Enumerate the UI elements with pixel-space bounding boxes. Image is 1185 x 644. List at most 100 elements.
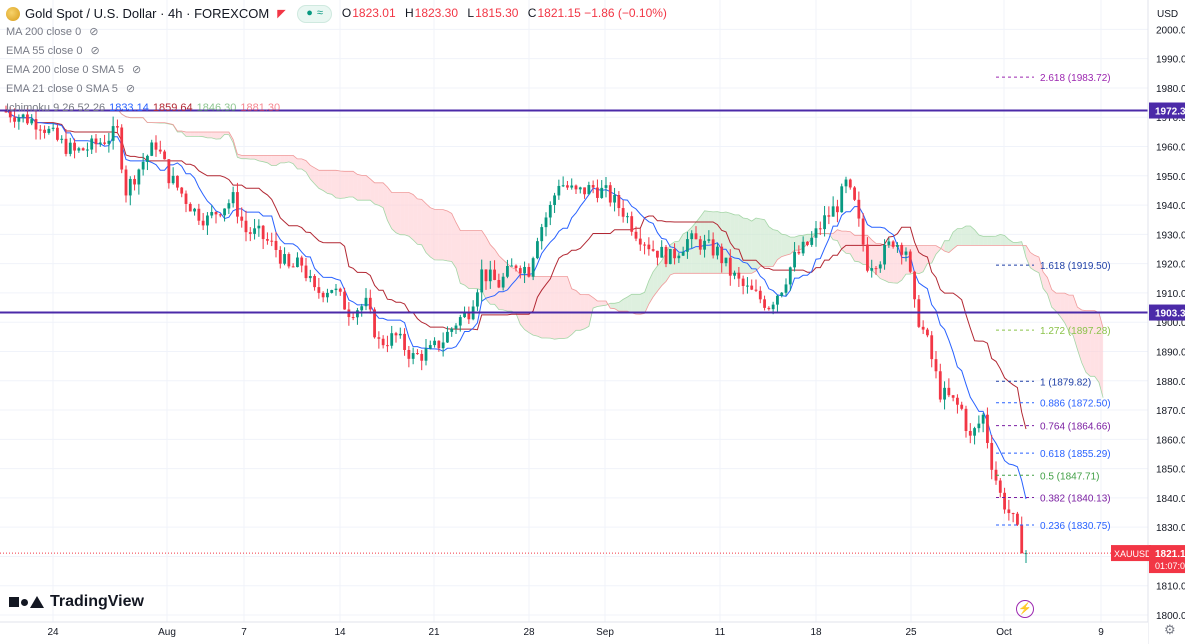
candle-body bbox=[806, 241, 809, 245]
cloud-segment bbox=[391, 192, 396, 233]
cloud-segment bbox=[640, 292, 645, 315]
hidden-eye-icon[interactable]: ⊘ bbox=[90, 45, 100, 57]
indicator-ma200[interactable]: MA 200 close 0 ⊘ bbox=[6, 23, 673, 42]
cloud-segment bbox=[833, 229, 838, 241]
candle-body bbox=[454, 325, 458, 329]
indicator-ema200[interactable]: EMA 200 close 0 SMA 5 ⊘ bbox=[6, 61, 673, 80]
candle-body bbox=[698, 239, 702, 250]
candle-body bbox=[853, 187, 856, 200]
candle-body bbox=[150, 142, 154, 156]
cloud-segment bbox=[293, 155, 298, 169]
cloud-segment bbox=[276, 155, 281, 166]
market-status-pill[interactable]: ● ≈ bbox=[297, 4, 332, 23]
cloud-segment bbox=[717, 211, 722, 274]
cloud-segment bbox=[914, 245, 919, 274]
market-open-dot-icon: ● bbox=[306, 7, 313, 19]
candle-body bbox=[527, 266, 531, 277]
flag-icon[interactable]: ◤ bbox=[277, 7, 286, 20]
symbol-tag-label: XAUUSD bbox=[1114, 549, 1152, 559]
candle-body bbox=[68, 142, 72, 154]
candle-body bbox=[386, 345, 389, 347]
symbol-title[interactable]: Gold Spot / U.S. Dollar · 4h · FOREXCOM bbox=[25, 6, 270, 21]
candle-body bbox=[518, 268, 522, 274]
candle-body bbox=[921, 326, 925, 330]
price-tick-label: 1890.0 bbox=[1156, 347, 1185, 358]
cloud-segment bbox=[387, 187, 392, 229]
candle-body bbox=[548, 204, 552, 218]
time-axis[interactable]: 24 Aug 7 14 21 28 Sep 11 18 25 Oct 9 bbox=[0, 621, 1148, 644]
candle-body bbox=[214, 212, 218, 215]
lightning-icon[interactable]: ⚡ bbox=[1016, 600, 1034, 618]
price-axis[interactable]: USD 2000.0 1990.0 1980.0 1970.0 1960.0 1950.0 1… bbox=[1111, 0, 1185, 644]
cloud-segment bbox=[871, 239, 876, 274]
candle-body bbox=[651, 249, 655, 251]
candle-body bbox=[210, 212, 214, 216]
hidden-eye-icon[interactable]: ⊘ bbox=[132, 64, 142, 76]
cloud-segment bbox=[451, 213, 456, 269]
candle-body bbox=[673, 249, 676, 259]
candle-body bbox=[321, 292, 325, 298]
cloud-segment bbox=[198, 132, 204, 137]
candle-body bbox=[887, 241, 891, 245]
hidden-eye-icon[interactable]: ⊘ bbox=[125, 83, 136, 95]
candle-body bbox=[338, 288, 342, 292]
cloud-segment bbox=[516, 269, 521, 325]
candle-body bbox=[506, 266, 509, 277]
candle-body bbox=[364, 297, 368, 307]
candle-body bbox=[686, 239, 689, 252]
candle-body bbox=[206, 215, 209, 226]
gold-coin-icon bbox=[6, 6, 20, 21]
price-tick-label: 1960.0 bbox=[1156, 143, 1185, 154]
cloud-segment bbox=[708, 211, 714, 274]
candle-body bbox=[111, 126, 115, 141]
candle-body bbox=[488, 269, 492, 282]
candle-body bbox=[634, 231, 638, 239]
cloud-segment bbox=[490, 244, 495, 305]
cloud-segment bbox=[318, 170, 324, 191]
cloud-segment bbox=[991, 236, 996, 246]
cloud-segment bbox=[790, 237, 795, 254]
tradingview-logo-icon bbox=[9, 596, 44, 608]
fib-label: 0.764 (1864.66) bbox=[1040, 422, 1111, 433]
price-tick-label: 1830.0 bbox=[1156, 523, 1185, 534]
cloud-segment bbox=[241, 155, 246, 159]
candle-body bbox=[86, 149, 89, 151]
price-tick-label: 2000.0 bbox=[1156, 25, 1185, 36]
candle-body bbox=[711, 239, 715, 256]
cloud-segment bbox=[190, 132, 195, 137]
candle-body bbox=[21, 114, 25, 118]
cloud-segment bbox=[563, 276, 568, 339]
candle-body bbox=[176, 175, 179, 188]
indicator-ema21[interactable]: EMA 21 close 0 SMA 5 ⊘ bbox=[6, 80, 673, 99]
cloud-segment bbox=[1034, 255, 1039, 273]
gear-icon[interactable]: ⚙ bbox=[1164, 622, 1176, 637]
horizontal-lines[interactable] bbox=[0, 109, 1148, 554]
candle-body bbox=[857, 199, 861, 219]
candle-body bbox=[184, 193, 188, 204]
candle-body bbox=[60, 138, 64, 140]
indicator-ichimoku[interactable]: Ichimoku 9 26 52 26 1833.14 1859.64 1846… bbox=[6, 99, 673, 118]
candle-body bbox=[793, 251, 796, 268]
time-tick-label: 9 bbox=[1098, 627, 1104, 638]
candle-body bbox=[900, 244, 904, 255]
candle-body bbox=[818, 228, 822, 230]
candle-body bbox=[437, 340, 441, 349]
cloud-segment bbox=[1081, 310, 1086, 373]
candle-body bbox=[450, 328, 454, 332]
price-tick-label: 1970.0 bbox=[1156, 113, 1185, 124]
cloud-segment bbox=[601, 301, 606, 306]
ichimoku-span-b-value: 1881.30 bbox=[240, 102, 281, 114]
cloud-segment bbox=[961, 226, 966, 246]
cloud-segment bbox=[263, 155, 268, 163]
candle-body bbox=[81, 148, 85, 151]
candle-body bbox=[544, 217, 548, 228]
hidden-eye-icon[interactable]: ⊘ bbox=[89, 26, 99, 38]
tradingview-logo[interactable]: TradingView bbox=[9, 593, 144, 611]
cloud-segment bbox=[653, 266, 658, 297]
candle-body bbox=[536, 241, 539, 259]
indicator-ema55[interactable]: EMA 55 close 0 ⊘ bbox=[6, 42, 673, 61]
cloud-segment bbox=[310, 165, 315, 184]
candle-body bbox=[441, 342, 445, 349]
candle-body bbox=[30, 119, 34, 124]
